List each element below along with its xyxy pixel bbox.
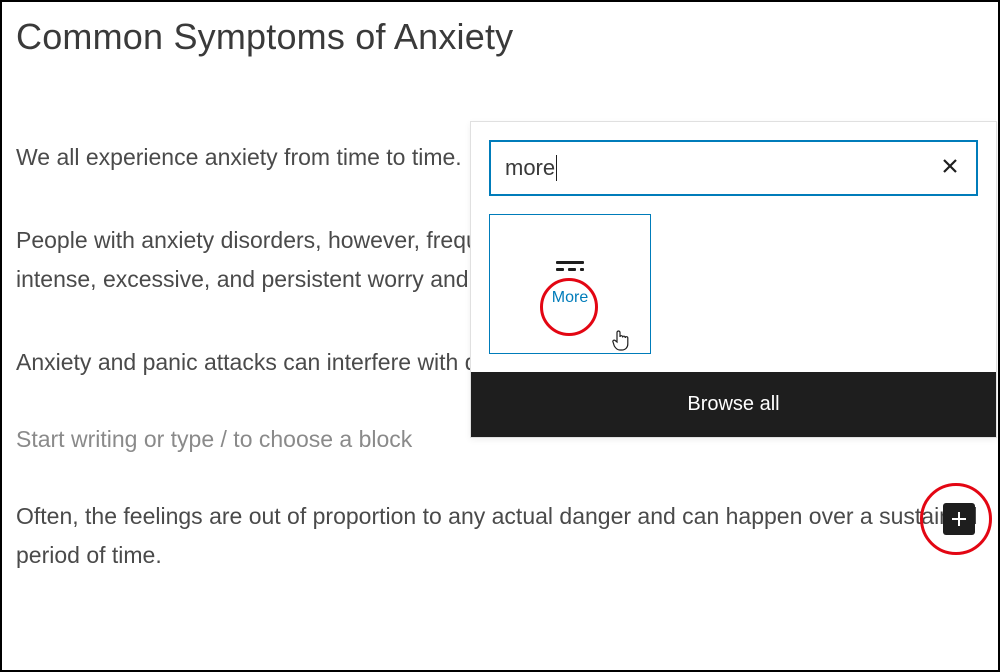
block-search-field[interactable]: more <box>489 140 978 196</box>
plus-icon <box>949 509 969 529</box>
browse-all-button[interactable]: Browse all <box>471 372 996 437</box>
more-block-icon <box>556 261 584 275</box>
text-caret <box>556 155 557 181</box>
add-block-button[interactable] <box>943 503 975 535</box>
block-inserter-popover: more <box>470 121 997 438</box>
page-title[interactable]: Common Symptoms of Anxiety <box>16 16 998 58</box>
search-input[interactable]: more <box>505 155 938 181</box>
search-results: More <box>471 196 996 372</box>
clear-search-icon[interactable] <box>938 154 962 182</box>
paragraph-block[interactable]: Often, the feelings are out of proportio… <box>16 497 984 575</box>
editor-canvas: Common Symptoms of Anxiety We all experi… <box>0 0 1000 672</box>
block-option-more[interactable]: More <box>489 214 651 354</box>
search-container: more <box>471 122 996 196</box>
block-option-label: More <box>552 289 588 307</box>
